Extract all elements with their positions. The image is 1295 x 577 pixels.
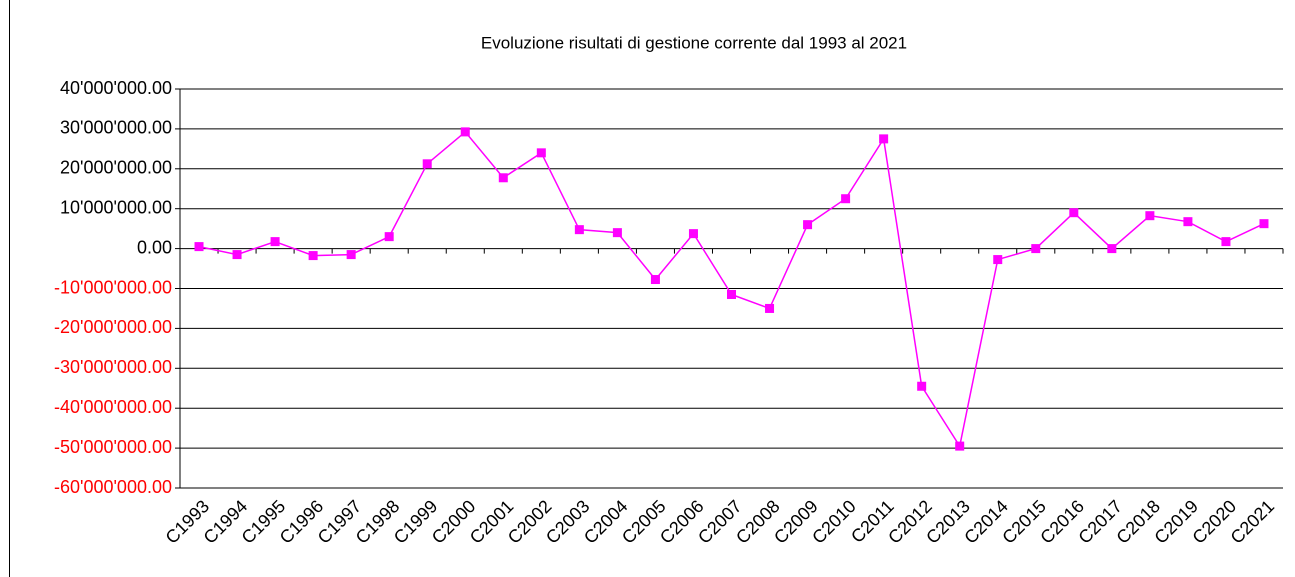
x-tick-label: C2010 [808, 496, 860, 548]
data-point [384, 232, 394, 242]
y-tick-label: 30'000'000.00 [60, 118, 172, 138]
data-point [1069, 208, 1079, 218]
data-point [194, 242, 204, 252]
y-tick-label: -30'000'000.00 [54, 357, 172, 377]
y-tick-label: -20'000'000.00 [54, 317, 172, 337]
data-point [727, 289, 736, 299]
data-point [346, 250, 356, 260]
data-point [1107, 244, 1117, 254]
chart-title: Evoluzione risultati di gestione corrent… [481, 33, 907, 52]
data-point [803, 220, 813, 230]
data-point [536, 148, 546, 158]
data-point [574, 225, 584, 235]
data-point [422, 159, 432, 169]
y-tick-label: 0.00 [137, 237, 172, 257]
data-point [1183, 217, 1193, 227]
data-point [765, 303, 775, 313]
data-point [498, 173, 508, 183]
data-point [308, 251, 318, 261]
data-point [879, 134, 889, 144]
data-point [1031, 244, 1041, 254]
data-point [270, 237, 280, 247]
y-tick-label: 40'000'000.00 [60, 78, 172, 98]
data-point [688, 229, 698, 239]
data-point [1145, 211, 1155, 221]
data-point [993, 255, 1003, 265]
y-tick-label: -10'000'000.00 [54, 277, 172, 297]
y-tick-label: 20'000'000.00 [60, 158, 172, 178]
y-tick-label: -60'000'000.00 [54, 477, 172, 497]
x-tick-label: C2021 [1227, 496, 1279, 548]
y-tick-label: -40'000'000.00 [54, 397, 172, 417]
data-point [841, 194, 851, 204]
data-point [1221, 237, 1231, 247]
y-tick-label: -50'000'000.00 [54, 437, 172, 457]
y-tick-label: 10'000'000.00 [60, 197, 172, 217]
data-point [232, 250, 242, 260]
data-point [650, 275, 660, 285]
data-point [955, 441, 965, 451]
data-point [460, 127, 470, 137]
data-point [1259, 219, 1269, 229]
data-point [917, 381, 927, 391]
data-point [612, 228, 622, 238]
